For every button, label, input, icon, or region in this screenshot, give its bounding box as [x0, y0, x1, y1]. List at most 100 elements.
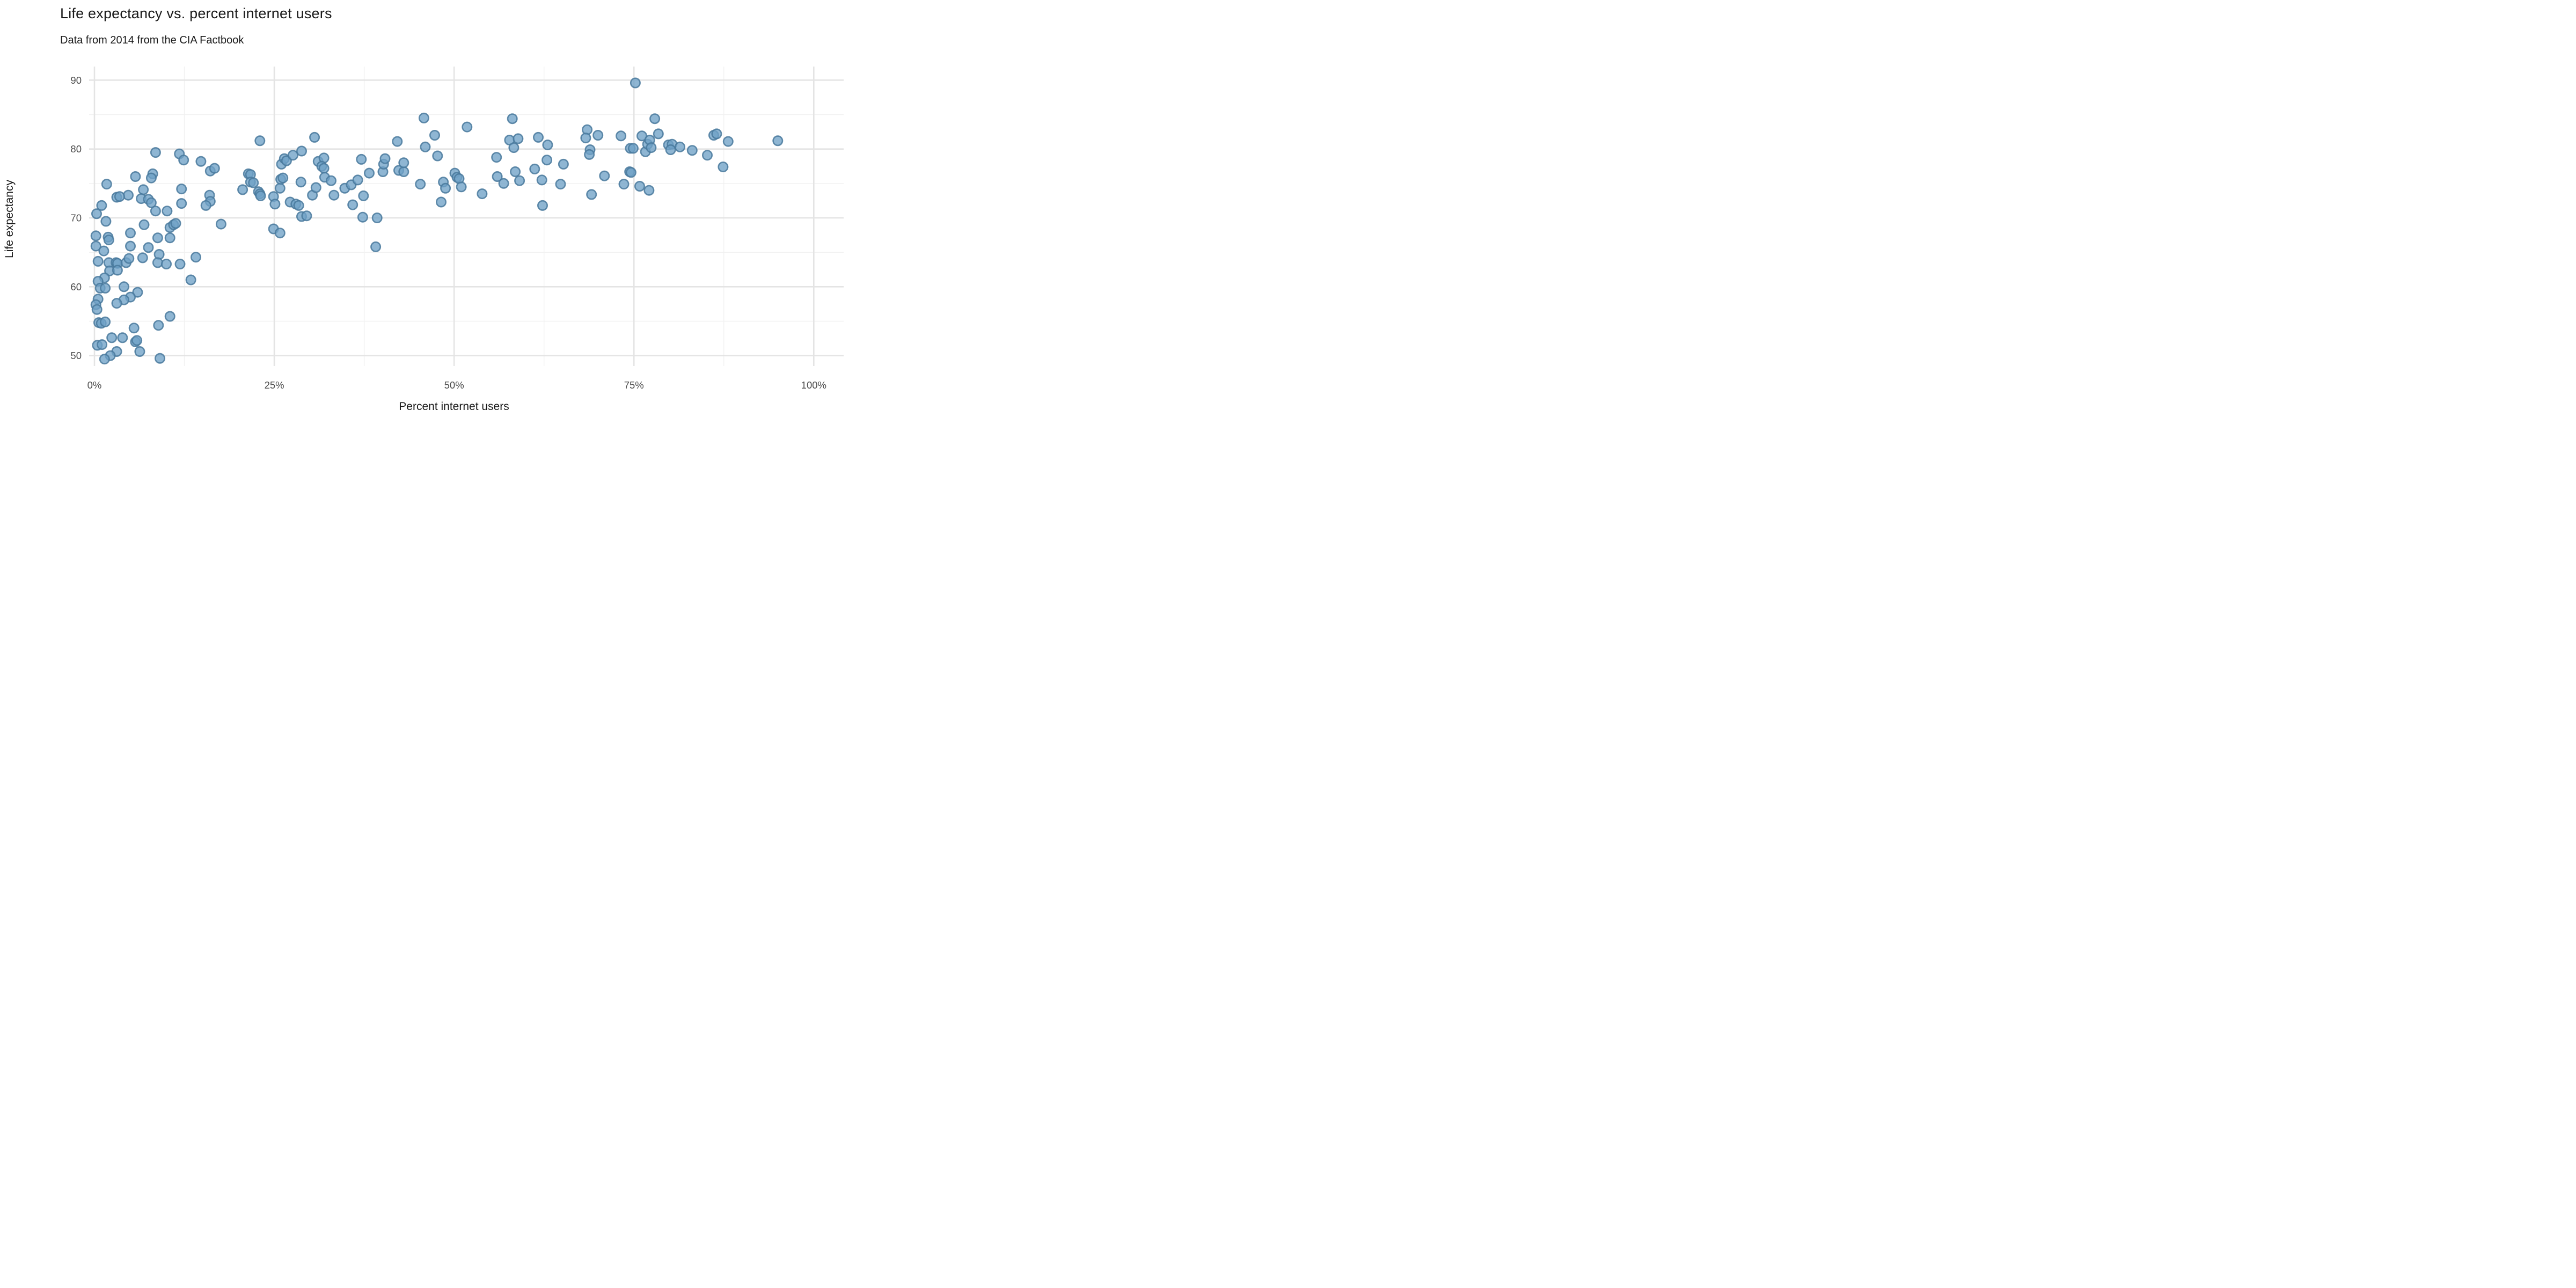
data-point	[580, 133, 591, 144]
data-point	[477, 188, 488, 200]
data-point	[429, 130, 440, 141]
data-point	[145, 197, 157, 208]
y-axis-title: Life expectancy	[3, 180, 16, 258]
data-point	[584, 149, 595, 160]
data-point	[101, 179, 112, 190]
data-point	[123, 189, 134, 201]
data-point	[634, 180, 646, 192]
data-point	[296, 145, 307, 157]
data-point	[178, 155, 189, 166]
data-point	[150, 206, 161, 217]
data-point	[301, 210, 312, 222]
data-point	[128, 323, 140, 334]
data-point	[138, 219, 150, 230]
data-point	[357, 211, 368, 223]
data-point	[616, 130, 627, 142]
data-point	[143, 242, 154, 253]
x-tick-label: 100%	[801, 379, 826, 391]
data-point	[190, 252, 201, 263]
data-point	[97, 339, 108, 350]
x-tick-label: 75%	[624, 379, 644, 391]
data-point	[154, 353, 165, 364]
data-point	[513, 133, 524, 144]
data-point	[92, 255, 104, 267]
data-point	[592, 130, 604, 141]
scatter-plot: 50 60 70 80 90 0% 25% 50% 75% 100%	[70, 67, 844, 391]
data-point	[456, 181, 467, 193]
data-point	[112, 265, 123, 276]
data-point	[150, 147, 161, 158]
data-point	[432, 150, 443, 162]
data-point	[174, 258, 186, 269]
y-tick-label: 80	[70, 143, 82, 155]
data-point	[555, 179, 566, 190]
data-point	[532, 131, 544, 143]
data-point	[618, 179, 630, 190]
data-point	[114, 191, 125, 202]
data-point	[529, 163, 540, 174]
data-point	[415, 179, 426, 190]
data-point	[274, 228, 286, 239]
data-point	[722, 136, 734, 147]
data-point	[537, 200, 548, 211]
data-point	[356, 153, 367, 165]
data-point	[170, 218, 181, 229]
data-point	[248, 177, 259, 188]
data-point	[106, 332, 118, 343]
data-point	[371, 212, 383, 223]
data-point	[176, 184, 187, 195]
x-tick-label: 50%	[444, 379, 464, 391]
data-point	[100, 216, 112, 227]
data-point	[90, 230, 101, 241]
data-point	[164, 232, 175, 244]
chart-subtitle: Data from 2014 from the CIA Factbook	[60, 34, 244, 46]
data-point	[111, 298, 122, 309]
data-point	[123, 253, 135, 264]
chart-title: Life expectancy vs. percent internet use…	[60, 5, 332, 21]
data-point	[277, 172, 289, 184]
data-point	[347, 199, 358, 210]
data-point	[514, 175, 525, 186]
data-point	[542, 139, 553, 150]
data-point	[200, 200, 211, 211]
data-point	[164, 311, 175, 322]
data-point	[309, 131, 320, 143]
data-point	[462, 121, 473, 133]
data-point	[491, 152, 502, 163]
data-point	[100, 316, 111, 327]
data-point	[99, 354, 110, 365]
x-tick-label: 25%	[265, 379, 284, 391]
data-point	[398, 157, 409, 169]
data-point	[718, 161, 729, 172]
data-point	[274, 182, 286, 194]
data-point	[586, 189, 597, 200]
data-point	[96, 200, 107, 211]
data-point	[653, 128, 664, 140]
data-point	[318, 163, 330, 174]
y-tick-label: 60	[70, 281, 82, 292]
data-point	[138, 184, 149, 195]
data-point	[675, 141, 686, 152]
y-tick-label: 50	[70, 350, 82, 361]
data-point	[649, 113, 661, 125]
data-point	[103, 235, 114, 246]
data-point	[132, 287, 143, 298]
data-point	[379, 153, 391, 164]
data-point	[392, 136, 403, 147]
data-point	[665, 144, 676, 155]
data-point	[643, 185, 655, 196]
data-point	[145, 172, 157, 184]
data-point	[134, 346, 145, 357]
data-point	[125, 240, 136, 252]
data-point	[510, 166, 521, 177]
data-point	[237, 184, 248, 195]
data-point	[418, 112, 429, 123]
data-point	[293, 200, 304, 211]
data-point	[254, 135, 266, 147]
data-point	[772, 135, 784, 147]
data-point	[492, 171, 503, 182]
data-point	[435, 196, 447, 208]
data-point	[363, 167, 375, 179]
data-point	[507, 113, 518, 125]
data-point	[599, 170, 610, 181]
